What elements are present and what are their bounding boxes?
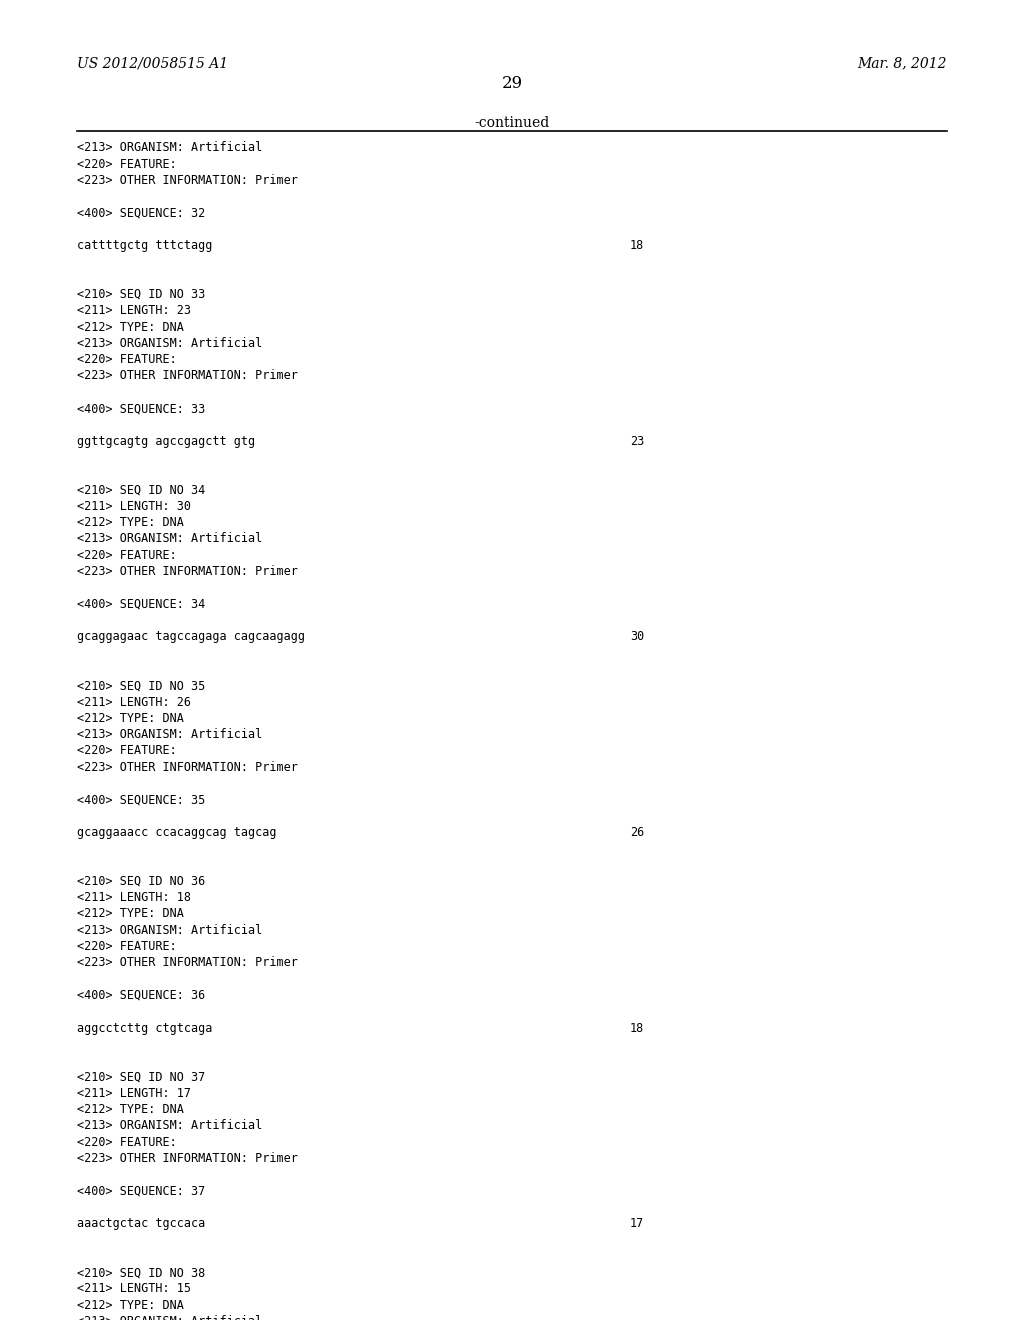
Text: <223> OTHER INFORMATION: Primer: <223> OTHER INFORMATION: Primer — [77, 1152, 298, 1166]
Text: <210> SEQ ID NO 34: <210> SEQ ID NO 34 — [77, 483, 205, 496]
Text: <400> SEQUENCE: 35: <400> SEQUENCE: 35 — [77, 793, 205, 807]
Text: aaactgctac tgccaca: aaactgctac tgccaca — [77, 1217, 205, 1230]
Text: <223> OTHER INFORMATION: Primer: <223> OTHER INFORMATION: Primer — [77, 760, 298, 774]
Text: gcaggagaac tagccagaga cagcaagagg: gcaggagaac tagccagaga cagcaagagg — [77, 631, 305, 643]
Text: <210> SEQ ID NO 35: <210> SEQ ID NO 35 — [77, 680, 205, 692]
Text: <400> SEQUENCE: 34: <400> SEQUENCE: 34 — [77, 598, 205, 611]
Text: <220> FEATURE:: <220> FEATURE: — [77, 940, 176, 953]
Text: <220> FEATURE:: <220> FEATURE: — [77, 744, 176, 758]
Text: <212> TYPE: DNA: <212> TYPE: DNA — [77, 907, 183, 920]
Text: <213> ORGANISM: Artificial: <213> ORGANISM: Artificial — [77, 729, 262, 741]
Text: cattttgctg tttctagg: cattttgctg tttctagg — [77, 239, 212, 252]
Text: <211> LENGTH: 17: <211> LENGTH: 17 — [77, 1086, 190, 1100]
Text: <223> OTHER INFORMATION: Primer: <223> OTHER INFORMATION: Primer — [77, 370, 298, 383]
Text: 30: 30 — [630, 631, 644, 643]
Text: <212> TYPE: DNA: <212> TYPE: DNA — [77, 321, 183, 334]
Text: 26: 26 — [630, 826, 644, 840]
Text: <400> SEQUENCE: 32: <400> SEQUENCE: 32 — [77, 206, 205, 219]
Text: 29: 29 — [502, 75, 522, 92]
Text: <212> TYPE: DNA: <212> TYPE: DNA — [77, 1299, 183, 1312]
Text: <210> SEQ ID NO 38: <210> SEQ ID NO 38 — [77, 1266, 205, 1279]
Text: <210> SEQ ID NO 36: <210> SEQ ID NO 36 — [77, 875, 205, 888]
Text: <211> LENGTH: 18: <211> LENGTH: 18 — [77, 891, 190, 904]
Text: <213> ORGANISM: Artificial: <213> ORGANISM: Artificial — [77, 924, 262, 937]
Text: <211> LENGTH: 26: <211> LENGTH: 26 — [77, 696, 190, 709]
Text: <400> SEQUENCE: 37: <400> SEQUENCE: 37 — [77, 1184, 205, 1197]
Text: <211> LENGTH: 15: <211> LENGTH: 15 — [77, 1283, 190, 1295]
Text: <223> OTHER INFORMATION: Primer: <223> OTHER INFORMATION: Primer — [77, 565, 298, 578]
Text: <212> TYPE: DNA: <212> TYPE: DNA — [77, 516, 183, 529]
Text: -continued: -continued — [474, 116, 550, 131]
Text: <400> SEQUENCE: 36: <400> SEQUENCE: 36 — [77, 989, 205, 1002]
Text: 18: 18 — [630, 1022, 644, 1035]
Text: Mar. 8, 2012: Mar. 8, 2012 — [858, 57, 947, 71]
Text: 23: 23 — [630, 434, 644, 447]
Text: <213> ORGANISM: Artificial: <213> ORGANISM: Artificial — [77, 1315, 262, 1320]
Text: <210> SEQ ID NO 33: <210> SEQ ID NO 33 — [77, 288, 205, 301]
Text: <213> ORGANISM: Artificial: <213> ORGANISM: Artificial — [77, 1119, 262, 1133]
Text: 17: 17 — [630, 1217, 644, 1230]
Text: <211> LENGTH: 23: <211> LENGTH: 23 — [77, 304, 190, 317]
Text: US 2012/0058515 A1: US 2012/0058515 A1 — [77, 57, 228, 71]
Text: ggttgcagtg agccgagctt gtg: ggttgcagtg agccgagctt gtg — [77, 434, 255, 447]
Text: <212> TYPE: DNA: <212> TYPE: DNA — [77, 1104, 183, 1115]
Text: 18: 18 — [630, 239, 644, 252]
Text: <210> SEQ ID NO 37: <210> SEQ ID NO 37 — [77, 1071, 205, 1084]
Text: <213> ORGANISM: Artificial: <213> ORGANISM: Artificial — [77, 337, 262, 350]
Text: <400> SEQUENCE: 33: <400> SEQUENCE: 33 — [77, 403, 205, 414]
Text: <220> FEATURE:: <220> FEATURE: — [77, 1135, 176, 1148]
Text: <220> FEATURE:: <220> FEATURE: — [77, 354, 176, 366]
Text: <212> TYPE: DNA: <212> TYPE: DNA — [77, 711, 183, 725]
Text: <211> LENGTH: 30: <211> LENGTH: 30 — [77, 500, 190, 513]
Text: <223> OTHER INFORMATION: Primer: <223> OTHER INFORMATION: Primer — [77, 956, 298, 969]
Text: <220> FEATURE:: <220> FEATURE: — [77, 549, 176, 562]
Text: <213> ORGANISM: Artificial: <213> ORGANISM: Artificial — [77, 141, 262, 154]
Text: aggcctcttg ctgtcaga: aggcctcttg ctgtcaga — [77, 1022, 212, 1035]
Text: gcaggaaacc ccacaggcag tagcag: gcaggaaacc ccacaggcag tagcag — [77, 826, 276, 840]
Text: <223> OTHER INFORMATION: Primer: <223> OTHER INFORMATION: Primer — [77, 174, 298, 187]
Text: <220> FEATURE:: <220> FEATURE: — [77, 157, 176, 170]
Text: <213> ORGANISM: Artificial: <213> ORGANISM: Artificial — [77, 532, 262, 545]
